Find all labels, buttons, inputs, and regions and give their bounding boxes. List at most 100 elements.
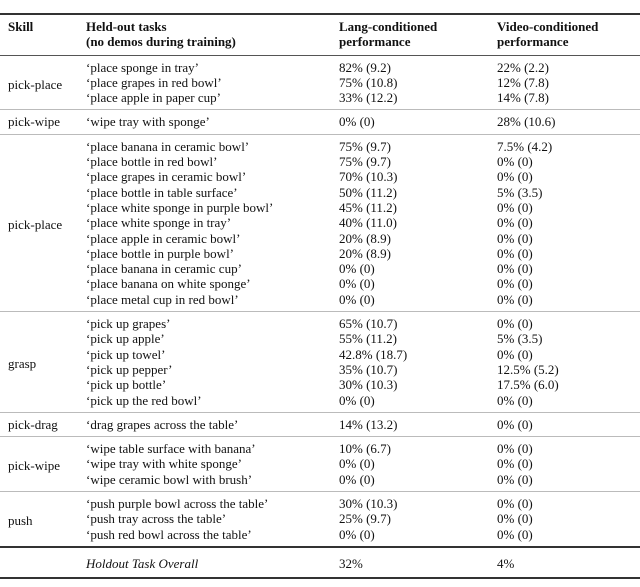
video-cell: 12% (7.8) bbox=[497, 74, 549, 90]
table-row: ‘push red bowl across the table’ 0% (0) 0%… bbox=[0, 527, 640, 547]
lang-cell: 75% (10.8) bbox=[339, 74, 398, 90]
header-tasks: Held-out tasks (no demos during training) bbox=[86, 14, 339, 55]
lang-cell: 35% (10.7) bbox=[339, 361, 398, 377]
table-row: ‘place apple in ceramic bowl’ 20% (8.9) 0%… bbox=[0, 231, 640, 246]
lang-cell: 0% (0) bbox=[339, 526, 375, 542]
lang-cell: 0% (0) bbox=[339, 114, 375, 130]
lang-cell: 65% (10.7) bbox=[339, 316, 398, 332]
lang-cell: 33% (12.2) bbox=[339, 90, 398, 106]
table-row: ‘pick up pepper’ 35% (10.7) 12.5% (5.2) bbox=[0, 362, 640, 377]
skill-cell: pick-place bbox=[8, 217, 63, 233]
table-row: ‘push tray across the table’ 25% (9.7) 0% … bbox=[0, 511, 640, 526]
lang-cell: 0% (0) bbox=[339, 392, 375, 408]
video-cell: 0% (0) bbox=[497, 471, 533, 487]
table-row: ‘pick up towel’ 42.8% (18.7) 0% (0) bbox=[0, 347, 640, 362]
video-cell: 0% (0) bbox=[497, 511, 533, 527]
task-cell: ‘drag grapes across the table’ bbox=[86, 416, 239, 432]
lang-cell: 55% (11.2) bbox=[339, 331, 398, 347]
video-cell: 0% (0) bbox=[497, 316, 533, 332]
task-cell: ‘place banana in ceramic bowl’ bbox=[86, 138, 250, 154]
table-row: ‘place metal cup in red bowl’ 0% (0) 0% (0… bbox=[0, 292, 640, 312]
video-cell: 0% (0) bbox=[497, 441, 533, 457]
header-video: Video-conditioned performance bbox=[497, 14, 640, 55]
table-row: ‘pick up the red bowl’ 0% (0) 0% (0) bbox=[0, 393, 640, 413]
lang-cell: 0% (0) bbox=[339, 471, 375, 487]
task-cell: ‘pick up bottle’ bbox=[86, 377, 167, 393]
table-row: ‘place bottle in red bowl’ 75% (9.7) 0% (0… bbox=[0, 154, 640, 169]
video-cell: 0% (0) bbox=[497, 154, 533, 170]
video-cell: 22% (2.2) bbox=[497, 59, 549, 75]
video-cell: 0% (0) bbox=[497, 230, 533, 246]
task-cell: ‘place grapes in ceramic bowl’ bbox=[86, 169, 247, 185]
skill-group: pick-place ‘place sponge in tray’ 82% (9.2… bbox=[0, 55, 640, 110]
table-row: pick-drag ‘drag grapes across the table’ 1… bbox=[0, 412, 640, 436]
video-cell: 0% (0) bbox=[497, 261, 533, 277]
video-cell: 5% (3.5) bbox=[497, 331, 543, 347]
table-row: pick-place ‘place banana in ceramic bowl’… bbox=[0, 134, 640, 232]
task-cell: ‘pick up towel’ bbox=[86, 346, 166, 362]
task-cell: ‘pick up apple’ bbox=[86, 331, 165, 347]
table-row: ‘place banana in ceramic cup’ 0% (0) 0% (0… bbox=[0, 261, 640, 276]
task-cell: ‘push red bowl across the table’ bbox=[86, 526, 252, 542]
video-cell: 17.5% (6.0) bbox=[497, 377, 559, 393]
header-lang-line2: performance bbox=[339, 34, 411, 50]
lang-cell: 25% (9.7) bbox=[339, 511, 391, 527]
task-cell: ‘place apple in ceramic bowl’ bbox=[86, 230, 241, 246]
video-cell: 0% (0) bbox=[497, 346, 533, 362]
task-cell: ‘pick up grapes’ bbox=[86, 316, 171, 332]
video-cell: 14% (7.8) bbox=[497, 90, 549, 106]
table-row: ‘wipe tray with white sponge’ 0% (0) 0% (0… bbox=[0, 456, 640, 471]
table-row: ‘place grapes in ceramic bowl’ 70% (10.3)… bbox=[0, 169, 640, 184]
skill-cell: push bbox=[8, 513, 33, 529]
video-cell: 28% (10.6) bbox=[497, 114, 556, 130]
table-row: pick-place ‘place sponge in tray’ 82% (9.2… bbox=[0, 55, 640, 92]
lang-cell: 0% (0) bbox=[339, 291, 375, 307]
lang-cell: 14% (13.2) bbox=[339, 416, 398, 432]
lang-cell: 42.8% (18.7) bbox=[339, 346, 408, 362]
video-cell: 0% (0) bbox=[497, 496, 533, 512]
lang-cell: 75% (9.7) bbox=[339, 138, 391, 154]
table-row: ‘wipe ceramic bowl with brush’ 0% (0) 0% (… bbox=[0, 472, 640, 492]
table-row: ‘place banana on white sponge’ 0% (0) 0% (… bbox=[0, 276, 640, 291]
task-cell: ‘place bottle in purple bowl’ bbox=[86, 245, 235, 261]
table-row: ‘place white sponge in tray’ 40% (11.0) 0%… bbox=[0, 215, 640, 230]
skill-cell: pick-wipe bbox=[8, 114, 60, 130]
video-cell: 7.5% (4.2) bbox=[497, 138, 553, 154]
lang-cell: 75% (9.7) bbox=[339, 154, 391, 170]
task-cell: ‘place banana in ceramic cup’ bbox=[86, 261, 242, 277]
task-cell: ‘pick up pepper’ bbox=[86, 361, 173, 377]
skill-cell: pick-wipe bbox=[8, 458, 60, 474]
task-cell: ‘wipe tray with white sponge’ bbox=[86, 456, 242, 472]
overall-row: Holdout Task Overall 32% 4% bbox=[0, 547, 640, 578]
results-table: Skill Held-out tasks (no demos during tra… bbox=[0, 13, 640, 579]
header-lang-line1: Lang-conditioned bbox=[339, 19, 438, 34]
lang-cell: 30% (10.3) bbox=[339, 496, 398, 512]
lang-cell: 20% (8.9) bbox=[339, 245, 391, 261]
task-cell: ‘place metal cup in red bowl’ bbox=[86, 291, 239, 307]
video-cell: 0% (0) bbox=[497, 291, 533, 307]
header-video-line2: performance bbox=[497, 34, 569, 50]
table-row: ‘place grapes in red bowl’ 75% (10.8) 12% … bbox=[0, 75, 640, 90]
task-cell: ‘place white sponge in tray’ bbox=[86, 215, 232, 231]
table-row: pick-wipe ‘wipe tray with sponge’ 0% (0) 28… bbox=[0, 110, 640, 134]
lang-cell: 70% (10.3) bbox=[339, 169, 398, 185]
task-cell: ‘place white sponge in purple bowl’ bbox=[86, 199, 274, 215]
skill-cell: grasp bbox=[8, 356, 37, 372]
task-cell: ‘place bottle in red bowl’ bbox=[86, 154, 218, 170]
header-lang: Lang-conditioned performance bbox=[339, 14, 497, 55]
video-cell: 12.5% (5.2) bbox=[497, 361, 559, 377]
lang-cell: 0% (0) bbox=[339, 261, 375, 277]
overall-label: Holdout Task Overall bbox=[86, 555, 199, 571]
video-cell: 0% (0) bbox=[497, 169, 533, 185]
table-row: ‘pick up apple’ 55% (11.2) 5% (3.5) bbox=[0, 331, 640, 346]
table-row: pick-wipe ‘wipe table surface with banana… bbox=[0, 437, 640, 473]
task-cell: ‘place banana on white sponge’ bbox=[86, 276, 251, 292]
table-row: ‘place white sponge in purple bowl’ 45% (… bbox=[0, 200, 640, 215]
skill-group: pick-drag ‘drag grapes across the table’ 1… bbox=[0, 412, 640, 437]
task-cell: ‘wipe ceramic bowl with brush’ bbox=[86, 471, 253, 487]
header-skill: Skill bbox=[8, 19, 34, 34]
lang-cell: 40% (11.0) bbox=[339, 215, 398, 231]
lang-cell: 50% (11.2) bbox=[339, 184, 398, 200]
header-tasks-line1: Held-out tasks bbox=[86, 19, 167, 34]
task-cell: ‘place grapes in red bowl’ bbox=[86, 74, 222, 90]
